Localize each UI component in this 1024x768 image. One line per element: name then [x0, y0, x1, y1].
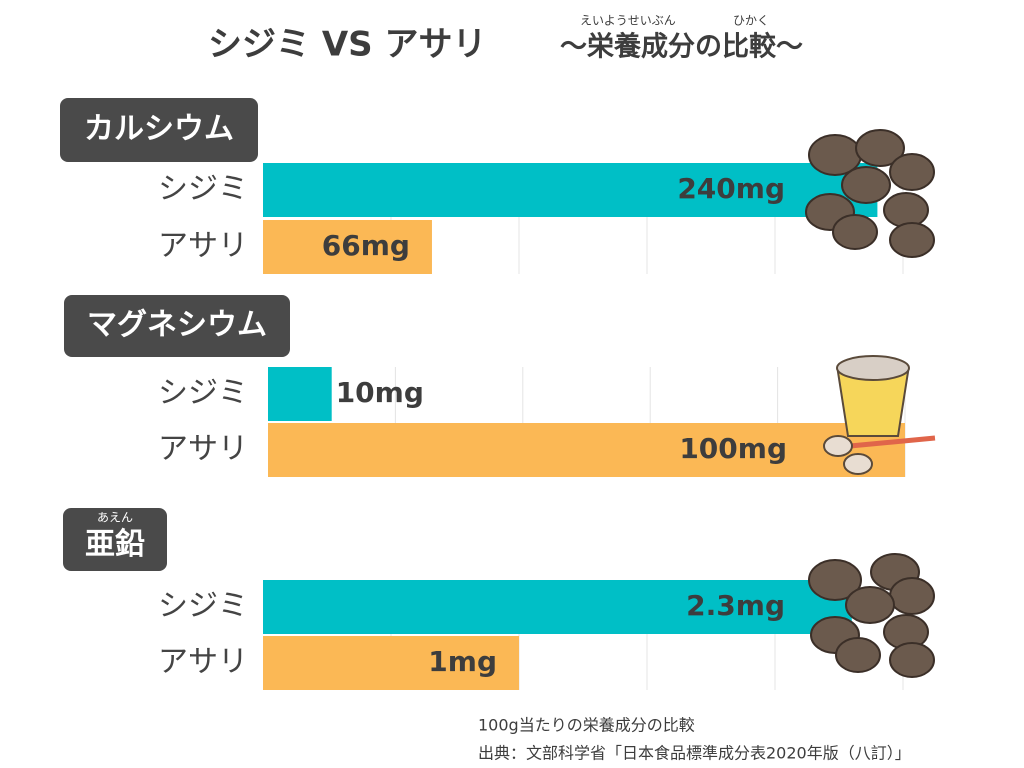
value-label: 66mg [322, 229, 410, 262]
bar [263, 163, 878, 217]
panel-title: マグネシウム [87, 308, 267, 343]
category-label: シジミ [158, 376, 248, 411]
subtitle: 〜栄養成分の比較〜 [560, 31, 803, 63]
bar [268, 423, 905, 477]
bar [263, 220, 432, 274]
bucket-illustration [823, 355, 936, 475]
footer-note: 100g当たりの栄養成分の比較 [478, 716, 695, 735]
value-label: 100mg [679, 432, 787, 465]
value-label: 1mg [428, 645, 497, 678]
panel-title-box [60, 98, 258, 162]
ruby: ひかく [733, 14, 769, 28]
category-label: シジミ [158, 589, 248, 624]
clam-illustration [805, 129, 935, 678]
category-label: アサリ [158, 432, 248, 467]
value-label: 240mg [677, 172, 785, 205]
bar [263, 580, 852, 634]
panel-title: カルシウム [84, 112, 234, 147]
footer-source: 出典：文部科学省「日本食品標準成分表2020年版（八訂）」 [478, 744, 911, 763]
bar [263, 636, 519, 690]
category-label: アサリ [158, 645, 248, 680]
value-label: 10mg [336, 376, 424, 409]
panel-title-box [63, 508, 167, 571]
category-label: シジミ [158, 172, 248, 207]
category-label: アサリ [158, 229, 248, 264]
ruby: あえん [97, 511, 133, 525]
panel-title: 亜鉛 [85, 527, 145, 562]
title: シジミ VS アサリ [208, 25, 486, 65]
panel-title-box [64, 295, 290, 357]
value-label: 2.3mg [686, 589, 785, 622]
bar [268, 367, 332, 421]
ruby: えいようせいぶん [580, 14, 676, 28]
